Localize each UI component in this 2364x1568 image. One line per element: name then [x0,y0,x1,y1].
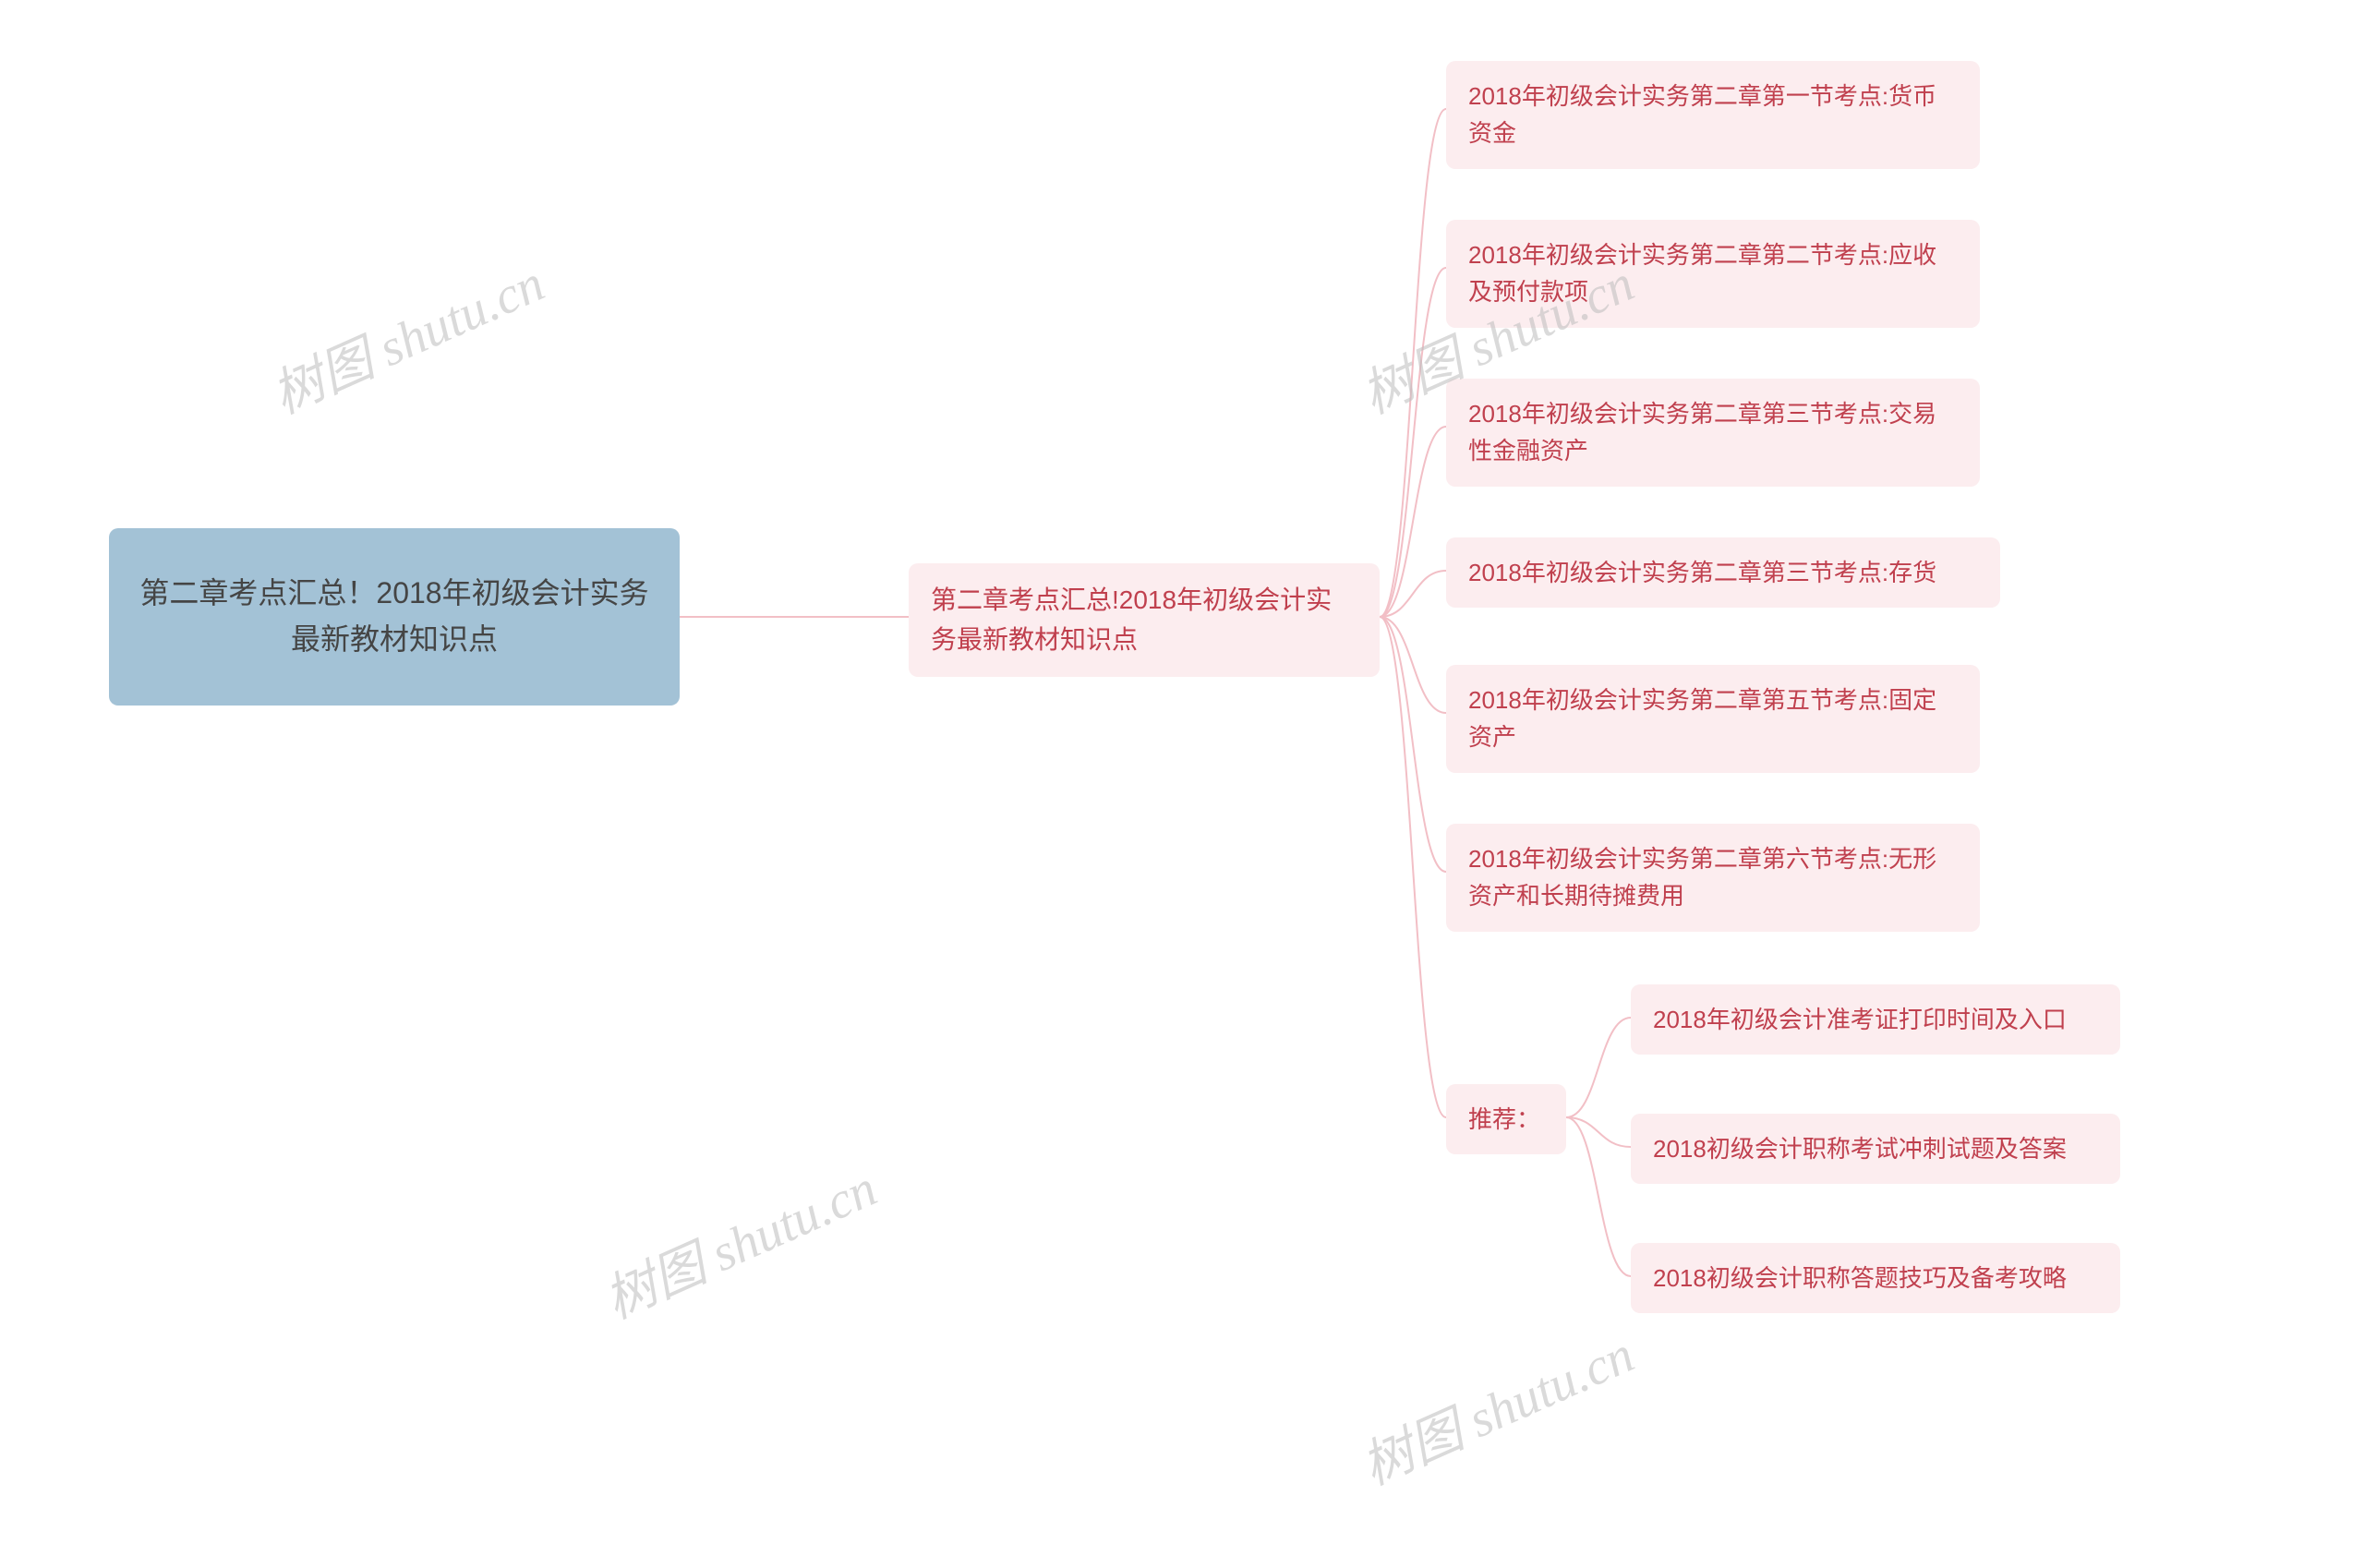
recommend-node: 推荐： [1446,1084,1566,1154]
connector-path [1380,268,1446,617]
connector-path [1380,617,1446,1117]
watermark: 树图 shutu.cn [1348,1313,1644,1500]
connector-path [1380,617,1446,713]
leaf-label: 2018年初级会计实务第二章第三节考点:存货 [1468,554,1936,591]
connector-path [1566,1117,1631,1147]
level1-label: 第二章考点汇总!2018年初级会计实务最新教材知识点 [931,580,1357,660]
connector-layer [0,0,2364,1568]
watermark: 树图 shutu.cn [591,1147,886,1333]
connector-path [1380,109,1446,617]
recommend-item-label: 2018年初级会计准考证打印时间及入口 [1653,1001,2067,1038]
watermark: 树图 shutu.cn [259,242,554,428]
leaf-node: 2018年初级会计实务第二章第三节考点:存货 [1446,537,2000,608]
mindmap-canvas: 第二章考点汇总！2018年初级会计实务最新教材知识点 第二章考点汇总!2018年… [0,0,2364,1568]
leaf-node: 2018年初级会计实务第二章第一节考点:货币资金 [1446,61,1980,169]
leaf-label: 2018年初级会计实务第二章第二节考点:应收及预付款项 [1468,236,1958,311]
connector-path [1380,571,1446,617]
level1-node: 第二章考点汇总!2018年初级会计实务最新教材知识点 [909,563,1380,677]
recommend-item: 2018初级会计职称答题技巧及备考攻略 [1631,1243,2120,1313]
leaf-node: 2018年初级会计实务第二章第五节考点:固定资产 [1446,665,1980,773]
recommend-label: 推荐： [1468,1101,1540,1138]
leaf-label: 2018年初级会计实务第二章第一节考点:货币资金 [1468,78,1958,152]
leaf-node: 2018年初级会计实务第二章第二节考点:应收及预付款项 [1446,220,1980,328]
recommend-item: 2018初级会计职称考试冲刺试题及答案 [1631,1114,2120,1184]
connector-path [1380,427,1446,617]
root-label: 第二章考点汇总！2018年初级会计实务最新教材知识点 [131,571,657,662]
connector-path [1566,1018,1631,1117]
connector-path [1380,617,1446,872]
recommend-item: 2018年初级会计准考证打印时间及入口 [1631,984,2120,1055]
leaf-label: 2018年初级会计实务第二章第六节考点:无形资产和长期待摊费用 [1468,840,1958,915]
root-node: 第二章考点汇总！2018年初级会计实务最新教材知识点 [109,528,680,706]
connector-path [1566,1117,1631,1276]
leaf-label: 2018年初级会计实务第二章第三节考点:交易性金融资产 [1468,395,1958,470]
leaf-label: 2018年初级会计实务第二章第五节考点:固定资产 [1468,681,1958,756]
recommend-item-label: 2018初级会计职称答题技巧及备考攻略 [1653,1260,2067,1297]
leaf-node: 2018年初级会计实务第二章第六节考点:无形资产和长期待摊费用 [1446,824,1980,932]
recommend-item-label: 2018初级会计职称考试冲刺试题及答案 [1653,1130,2067,1167]
leaf-node: 2018年初级会计实务第二章第三节考点:交易性金融资产 [1446,379,1980,487]
